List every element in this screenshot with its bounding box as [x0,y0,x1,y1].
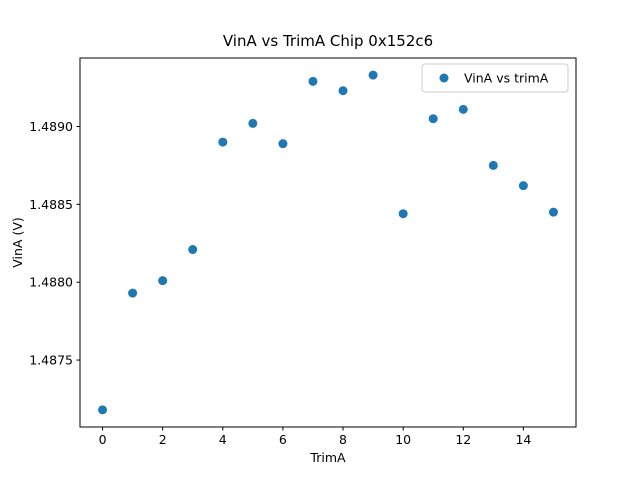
y-tick-label: 1.4880 [29,275,73,290]
data-point [128,288,138,298]
y-tick-label: 1.4875 [29,353,73,368]
legend-box [421,63,569,93]
legend-marker [439,73,449,83]
data-point [518,181,528,191]
x-tick-label: 10 [395,432,411,447]
x-tick-label: 12 [455,432,471,447]
data-point [398,209,408,219]
legend-label: VinA vs trimA [464,71,549,86]
y-tick-label: 1.4885 [29,197,73,212]
chart-title: VinA vs TrimA Chip 0x152c6 [223,32,433,50]
y-tick-label: 1.4890 [29,119,73,134]
data-point [428,114,438,124]
data-point [188,245,198,255]
data-point [158,276,168,286]
x-tick-label: 4 [219,432,227,447]
x-axis-label: TrimA [309,450,346,465]
x-tick-label: 0 [99,432,107,447]
data-point [278,139,288,149]
data-point [488,160,498,170]
data-point [548,207,558,217]
data-point [338,86,348,96]
data-point [368,70,378,80]
x-tick-label: 8 [339,432,347,447]
data-point [98,405,108,415]
data-point [308,76,318,86]
data-point [248,118,258,128]
x-tick-label: 14 [515,432,531,447]
data-point [218,137,228,147]
plot-border [79,57,577,428]
y-axis-label: VinA (V) [10,217,25,268]
x-tick-label: 2 [159,432,167,447]
x-tick-label: 6 [279,432,287,447]
data-point [458,104,468,114]
